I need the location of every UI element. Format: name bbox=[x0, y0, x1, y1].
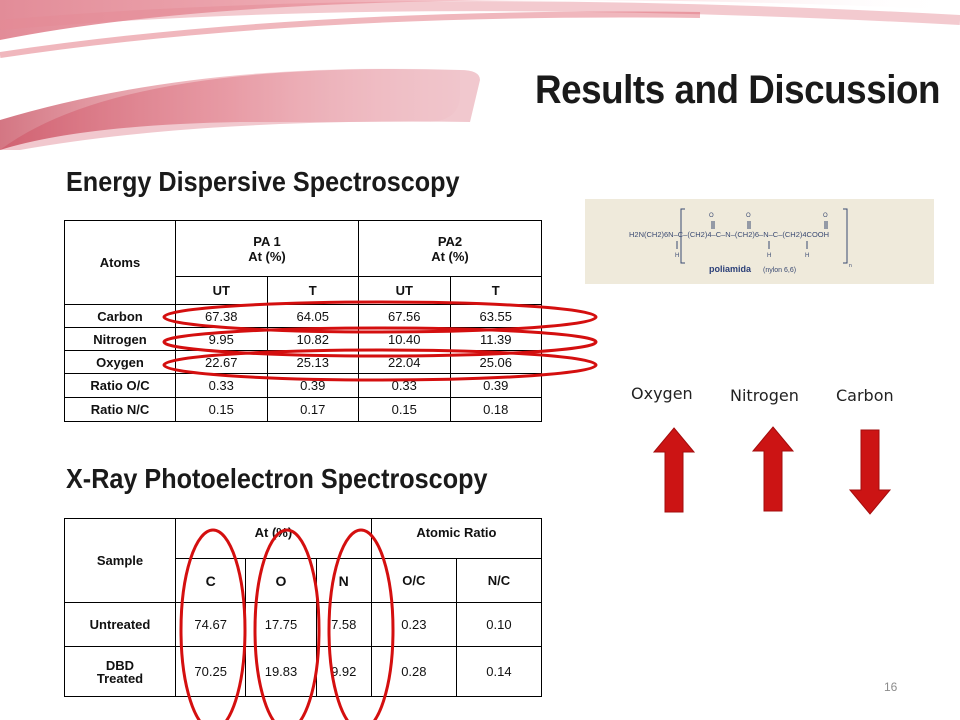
eds-subheader: UT bbox=[358, 276, 451, 305]
structure-atom-h: H bbox=[767, 253, 771, 259]
table-cell: 22.67 bbox=[175, 350, 268, 374]
header-banner bbox=[0, 0, 960, 150]
row-label: Nitrogen bbox=[64, 327, 176, 351]
structure-atom-o: O bbox=[823, 213, 828, 219]
structure-caption-note: (nylon 6,6) bbox=[763, 267, 796, 274]
slide-title: Results and Discussion bbox=[534, 68, 940, 112]
eds-subheader: T bbox=[266, 276, 359, 305]
trend-label-nitrogen: Nitrogen bbox=[730, 386, 799, 405]
xps-col-c: C bbox=[174, 558, 247, 603]
table-cell: 9.95 bbox=[175, 327, 268, 351]
row-label-line: DBD bbox=[105, 657, 135, 673]
eds-header-pa1-name: PA 1 bbox=[253, 233, 281, 249]
structure-caption-name: poliamida bbox=[709, 264, 752, 274]
arrow-up-icon bbox=[751, 426, 795, 512]
xps-header-at: At (%) bbox=[175, 518, 372, 559]
table-cell: 10.40 bbox=[358, 327, 451, 351]
eds-subheader: T bbox=[449, 276, 542, 305]
table-row: Untreated 74.67 17.75 7.58 0.23 0.10 bbox=[64, 602, 543, 647]
table-cell: 0.15 bbox=[358, 397, 451, 422]
table-cell: 70.25 bbox=[174, 646, 247, 697]
trend-label-carbon: Carbon bbox=[836, 386, 894, 405]
row-label: Ratio N/C bbox=[64, 397, 176, 422]
table-cell: 10.82 bbox=[266, 327, 359, 351]
table-cell: 0.17 bbox=[266, 397, 359, 422]
table-cell: 7.58 bbox=[315, 602, 372, 647]
table-row: Nitrogen 9.95 10.82 10.40 11.39 bbox=[64, 327, 542, 351]
eds-header-pa2-name: PA2 bbox=[437, 233, 463, 249]
structure-atom-o: O bbox=[746, 213, 751, 219]
xps-col-oc: O/C bbox=[370, 558, 457, 603]
xps-heading: X-Ray Photoelectron Spectroscopy bbox=[66, 463, 488, 494]
table-row: Ratio N/C 0.15 0.17 0.15 0.18 bbox=[64, 397, 542, 422]
page-number: 16 bbox=[884, 680, 898, 694]
table-cell: 0.28 bbox=[370, 646, 457, 697]
structure-atom-h: H bbox=[805, 253, 809, 259]
table-row: Oxygen 22.67 25.13 22.04 25.06 bbox=[64, 350, 542, 374]
eds-header-pa1-unit: At (%) bbox=[248, 248, 286, 264]
table-row: Carbon 67.38 64.05 67.56 63.55 bbox=[64, 304, 542, 328]
table-cell: 0.33 bbox=[175, 373, 268, 398]
eds-header-atoms: Atoms bbox=[64, 220, 176, 305]
structure-formula: H2N(CH2)6N–C–(CH2)4–C–N–(CH2)6–N–C–(CH2)… bbox=[629, 230, 829, 239]
table-cell: 67.38 bbox=[175, 304, 268, 328]
table-cell: 11.39 bbox=[449, 327, 542, 351]
structure-atom-h: H bbox=[675, 253, 679, 259]
row-label: Oxygen bbox=[64, 350, 176, 374]
eds-header-pa2-unit: At (%) bbox=[431, 248, 469, 264]
row-label: Untreated bbox=[64, 602, 176, 647]
eds-header-pa2: PA2 At (%) bbox=[358, 220, 542, 277]
table-cell: 0.39 bbox=[449, 373, 542, 398]
eds-header-pa1: PA 1 At (%) bbox=[175, 220, 359, 277]
table-cell: 64.05 bbox=[266, 304, 359, 328]
table-cell: 0.14 bbox=[455, 646, 543, 697]
eds-table: Atoms PA 1 At (%) PA2 At (%) UT T UT T C… bbox=[64, 220, 542, 422]
row-label-line: Treated bbox=[96, 670, 144, 686]
xps-header-ratio: Atomic Ratio bbox=[370, 518, 543, 559]
arrow-up-icon bbox=[652, 427, 696, 513]
trend-label-oxygen: Oxygen bbox=[631, 384, 693, 403]
xps-col-nc: N/C bbox=[455, 558, 543, 603]
table-cell: 0.15 bbox=[175, 397, 268, 422]
polyamide-structure: H2N(CH2)6N–C–(CH2)4–C–N–(CH2)6–N–C–(CH2)… bbox=[585, 199, 934, 284]
eds-subheader: UT bbox=[175, 276, 268, 305]
structure-atom-o: O bbox=[709, 213, 714, 219]
arrow-down-icon bbox=[848, 429, 892, 515]
structure-drawing: H2N(CH2)6N–C–(CH2)4–C–N–(CH2)6–N–C–(CH2)… bbox=[629, 208, 852, 274]
table-cell: 9.92 bbox=[315, 646, 372, 697]
xps-col-n: N bbox=[315, 558, 372, 603]
structure-repeat-n: n bbox=[849, 263, 852, 269]
table-cell: 25.13 bbox=[266, 350, 359, 374]
table-cell: 17.75 bbox=[245, 602, 317, 647]
table-cell: 0.33 bbox=[358, 373, 451, 398]
table-cell: 63.55 bbox=[449, 304, 542, 328]
xps-header-sample: Sample bbox=[64, 518, 176, 603]
xps-table: Sample At (%) Atomic Ratio C O N O/C N/C… bbox=[64, 518, 543, 697]
table-cell: 0.18 bbox=[449, 397, 542, 422]
table-cell: 25.06 bbox=[449, 350, 542, 374]
table-cell: 67.56 bbox=[358, 304, 451, 328]
table-cell: 74.67 bbox=[174, 602, 247, 647]
table-cell: 0.39 bbox=[266, 373, 359, 398]
row-label: Carbon bbox=[64, 304, 176, 328]
table-row: Ratio O/C 0.33 0.39 0.33 0.39 bbox=[64, 373, 542, 398]
table-cell: 22.04 bbox=[358, 350, 451, 374]
eds-heading: Energy Dispersive Spectroscopy bbox=[66, 166, 460, 197]
row-label: DBD Treated bbox=[64, 646, 176, 697]
table-cell: 0.10 bbox=[455, 602, 543, 647]
table-row: DBD Treated 70.25 19.83 9.92 0.28 0.14 bbox=[64, 646, 543, 697]
table-cell: 0.23 bbox=[370, 602, 457, 647]
table-cell: 19.83 bbox=[245, 646, 317, 697]
xps-col-o: O bbox=[245, 558, 317, 603]
row-label: Ratio O/C bbox=[64, 373, 176, 398]
